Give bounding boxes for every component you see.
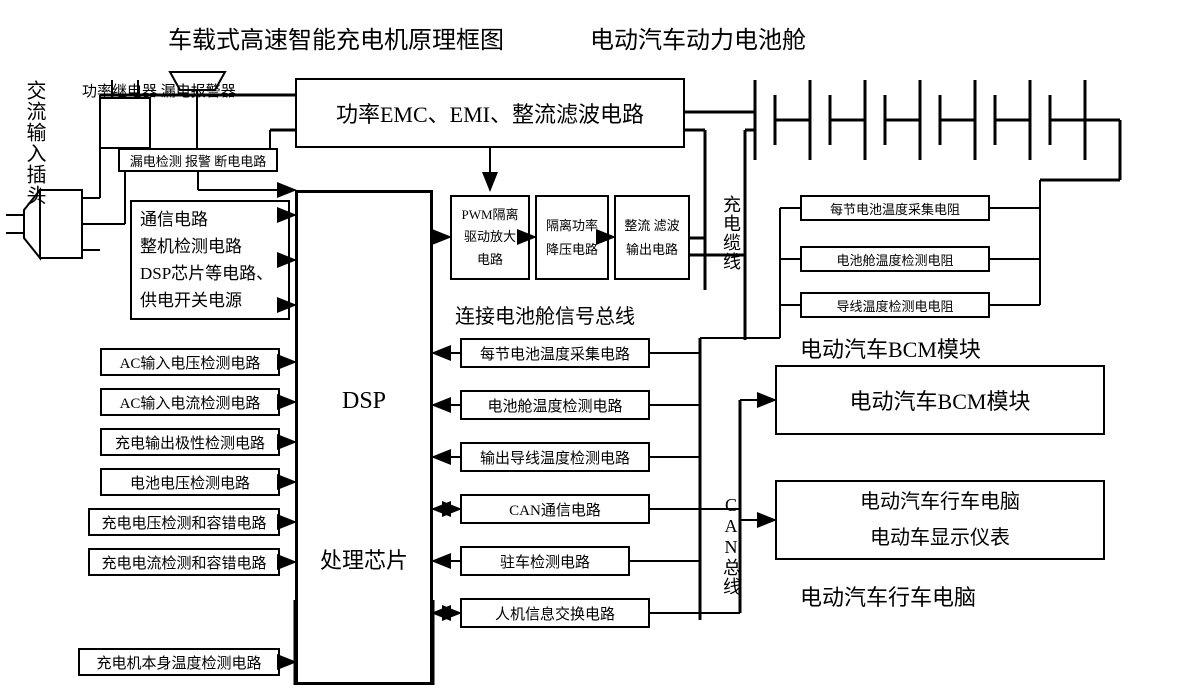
left-box-1: AC输入电流检测电路: [100, 388, 280, 416]
right-box-1: 电池舱温度检测电路: [460, 390, 650, 420]
dsp-box: DSP 处理芯片: [295, 190, 433, 685]
leak-box: 漏电检测 报警 断电电路: [118, 148, 278, 172]
left-box-2: 充电输出极性检测电路: [100, 428, 280, 456]
bcm-title: 电动汽车BCM模块: [800, 332, 981, 364]
left-box-4: 充电电压检测和容错电路: [88, 508, 280, 536]
ecu-title: 电动汽车行车电脑: [800, 580, 976, 612]
comm-text: 通信电路 整机检测电路 DSP芯片等电路、 供电开关电源: [140, 206, 273, 315]
comm-box: 通信电路 整机检测电路 DSP芯片等电路、 供电开关电源: [130, 200, 290, 320]
can-bus-label: CAN总线: [718, 495, 744, 596]
bcm-box: 电动汽车BCM模块: [775, 365, 1105, 435]
right-box-3: CAN通信电路: [460, 494, 650, 524]
right-box-5: 人机信息交换电路: [460, 598, 650, 628]
emc-box: 功率EMC、EMI、整流滤波电路: [295, 78, 685, 148]
rect-box: 整流 滤波 输出电路: [614, 195, 690, 280]
res-box-0: 每节电池温度采集电阻: [800, 195, 990, 221]
step-box: 隔离功率 降压电路: [535, 195, 609, 280]
right-box-0: 每节电池温度采集电路: [460, 338, 650, 368]
signal-bus-label: 连接电池舱信号总线: [455, 300, 635, 329]
right-box-4: 驻车检测电路: [460, 546, 630, 576]
dsp-label2: 处理芯片: [320, 543, 408, 575]
ac-plug-label: 交流输入插头: [20, 80, 49, 206]
res-box-2: 导线温度检测电电阻: [800, 292, 990, 318]
res-box-1: 电池舱温度检测电阻: [800, 246, 990, 272]
left-box-0: AC输入电压检测电路: [100, 348, 280, 376]
ecu-box: 电动汽车行车电脑 电动车显示仪表: [775, 480, 1105, 560]
dsp-label1: DSP: [342, 388, 386, 415]
main-title: 车载式高速智能充电机原理框图: [168, 20, 504, 55]
left-box-6: 充电机本身温度检测电路: [78, 648, 280, 676]
charge-cable-label: 充电缆线: [718, 195, 744, 271]
left-box-5: 充电电流检测和容错电路: [88, 548, 280, 576]
relay-label: 功率继电器 漏电报警器: [82, 80, 236, 101]
battery-title: 电动汽车动力电池舱: [590, 20, 806, 55]
left-box-3: 电池电压检测电路: [100, 468, 280, 496]
pwm-box: PWM隔离 驱动放大 电路: [450, 195, 530, 280]
right-box-2: 输出导线温度检测电路: [460, 442, 650, 472]
